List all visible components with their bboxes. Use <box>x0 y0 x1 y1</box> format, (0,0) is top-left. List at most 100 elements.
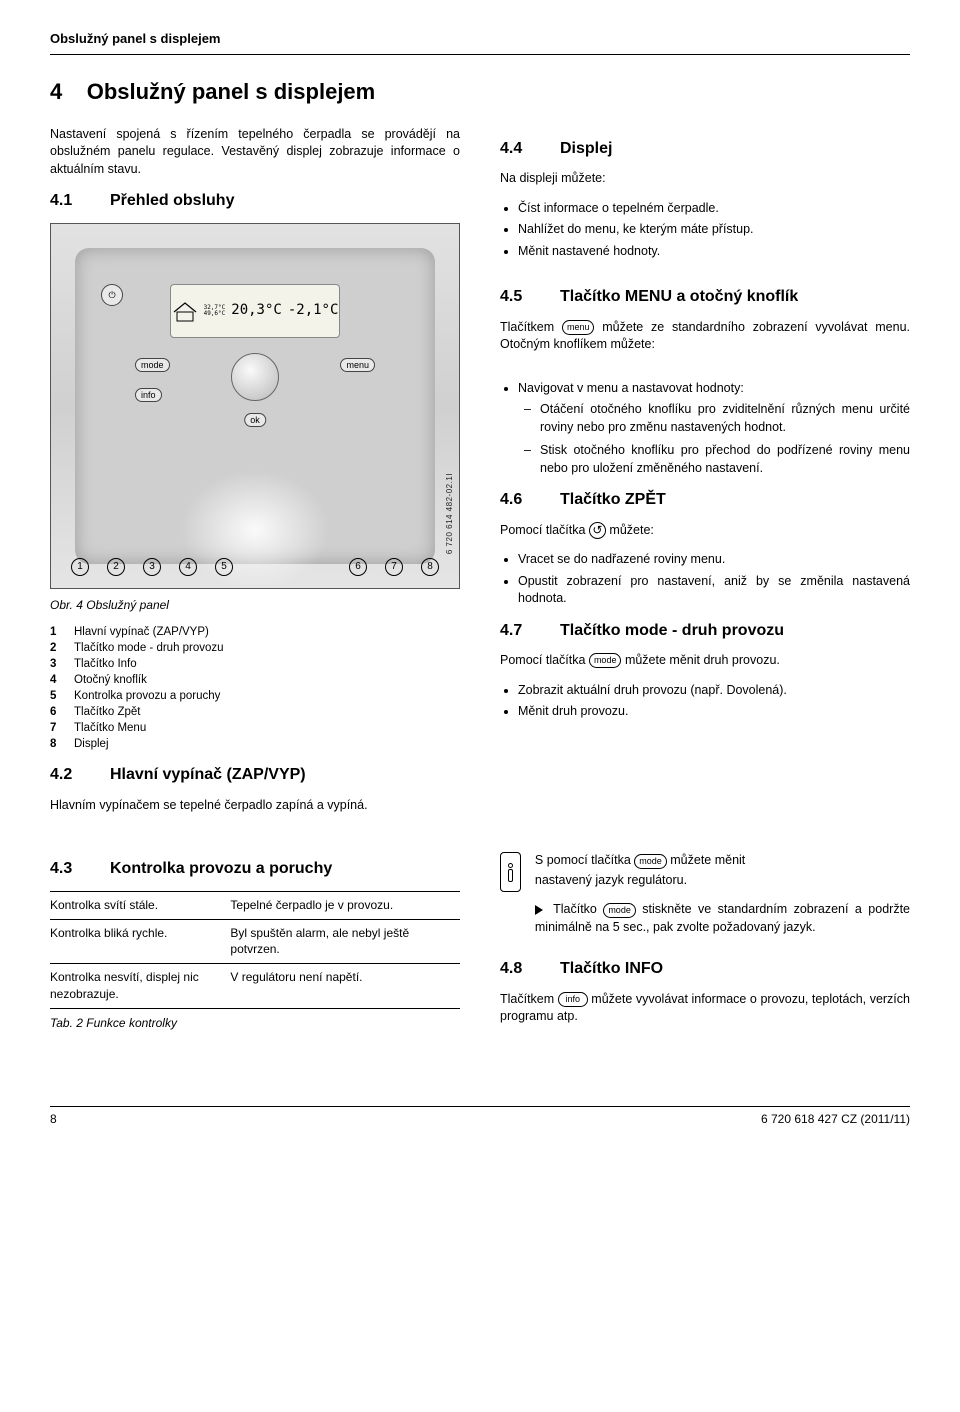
power-button[interactable]: ⏻ <box>101 284 123 306</box>
mini-temps: 32,7°C 49,6°C <box>204 305 226 317</box>
table-row: Kontrolka svítí stále. Tepelné čerpadlo … <box>50 891 460 919</box>
info-btn-icon: info <box>558 992 588 1007</box>
panel-body: 32,7°C 49,6°C 20,3°C -2,1°C mode info me… <box>75 248 435 564</box>
legend-t: Tlačítko Zpět <box>74 704 140 720</box>
chapter-num: 4 <box>50 79 62 104</box>
panel-display: 32,7°C 49,6°C 20,3°C -2,1°C <box>170 284 340 338</box>
cell: Byl spuštěn alarm, ale nebyl ještě potvr… <box>230 919 460 964</box>
mode-btn-icon: mode <box>589 653 622 668</box>
chapter-title: 4 Obslužný panel s displejem <box>50 77 910 108</box>
ok-button[interactable]: ok <box>244 413 266 427</box>
figure-caption: Obr. 4 Obslužný panel <box>50 597 460 614</box>
section-4-7-head: 4.7 Tlačítko mode - druh provozu <box>500 620 910 642</box>
text: Tlačítko <box>553 902 603 916</box>
legend-t: Displej <box>74 736 109 752</box>
cell: Kontrolka svítí stále. <box>50 891 230 919</box>
list-item: Otáčení otočného knoflíku pro zviditelně… <box>540 401 910 436</box>
section-4-5-head: 4.5 Tlačítko MENU a otočný knoflík <box>500 286 910 308</box>
list-item: Opustit zobrazení pro nastavení, aniž by… <box>518 573 910 608</box>
info-button[interactable]: info <box>135 388 162 402</box>
table-row: Kontrolka bliká rychle. Byl spuštěn alar… <box>50 919 460 964</box>
callout-3: 3 <box>143 558 161 576</box>
sec-title: Displej <box>560 138 612 160</box>
s4-8-lead: Tlačítkem info můžete vyvolávat informac… <box>500 991 910 1026</box>
sub-list: Otáčení otočného knoflíku pro zviditelně… <box>518 401 910 477</box>
section-4-3-head: 4.3 Kontrolka provozu a poruchy <box>50 858 460 880</box>
callout-7: 7 <box>385 558 403 576</box>
sec-title: Tlačítko MENU a otočný knoflík <box>560 286 798 308</box>
callout-4: 4 <box>179 558 197 576</box>
sec-num: 4.7 <box>500 620 538 642</box>
legend-n: 4 <box>50 672 62 688</box>
table-row: Kontrolka nesvítí, displej nic nezobrazu… <box>50 964 460 1009</box>
sec-title: Tlačítko INFO <box>560 958 663 980</box>
list-item: Měnit nastavené hodnoty. <box>518 243 910 261</box>
triangle-icon <box>535 905 543 915</box>
text: nastavený jazyk regulátoru. <box>535 872 910 890</box>
sec-title: Přehled obsluhy <box>110 190 234 212</box>
figure-ref: 6 720 614 482-02.1I <box>444 473 455 554</box>
menu-button[interactable]: menu <box>340 358 375 372</box>
legend: 1Hlavní vypínač (ZAP/VYP) 2Tlačítko mode… <box>50 624 460 753</box>
callout-1: 1 <box>71 558 89 576</box>
legend-t: Tlačítko Menu <box>74 720 146 736</box>
sec-num: 4.6 <box>500 489 538 511</box>
text: Tlačítkem <box>500 992 558 1006</box>
section-4-6-head: 4.6 Tlačítko ZPĚT <box>500 489 910 511</box>
s4-4-lead: Na displeji můžete: <box>500 170 910 188</box>
info-text: S pomocí tlačítka mode můžete měnit nast… <box>535 852 910 936</box>
section-4-1-head: 4.1 Přehled obsluhy <box>50 190 460 212</box>
legend-n: 5 <box>50 688 62 704</box>
text: Navigovat v menu a nastavovat hodnoty: <box>518 381 744 395</box>
legend-t: Otočný knoflík <box>74 672 147 688</box>
mini-bot: 49,6°C <box>204 311 226 317</box>
text: Pomocí tlačítka <box>500 653 589 667</box>
sec-num: 4.3 <box>50 858 88 880</box>
mode-button[interactable]: mode <box>135 358 170 372</box>
legend-t: Tlačítko Info <box>74 656 137 672</box>
text: Tlačítkem <box>500 320 562 334</box>
s4-6-lead: Pomocí tlačítka ↺ můžete: <box>500 522 910 540</box>
cell: Kontrolka nesvítí, displej nic nezobrazu… <box>50 964 230 1009</box>
s4-7-lead: Pomocí tlačítka mode můžete měnit druh p… <box>500 652 910 670</box>
back-btn-icon: ↺ <box>589 522 606 539</box>
page-footer: 8 6 720 618 427 CZ (2011/11) <box>50 1106 910 1128</box>
callout-2: 2 <box>107 558 125 576</box>
chapter-text: Obslužný panel s displejem <box>87 79 376 104</box>
info-box: S pomocí tlačítka mode můžete měnit nast… <box>500 852 910 936</box>
legend-n: 6 <box>50 704 62 720</box>
info-icon <box>500 852 521 892</box>
intro-para: Nastavení spojená s řízením tepelného če… <box>50 126 460 179</box>
list-item: Navigovat v menu a nastavovat hodnoty: O… <box>518 380 910 478</box>
s4-5-list: Navigovat v menu a nastavovat hodnoty: O… <box>500 380 910 478</box>
sec-num: 4.8 <box>500 958 538 980</box>
list-item: Měnit druh provozu. <box>518 703 910 721</box>
rotary-knob[interactable] <box>231 353 279 401</box>
text: můžete: <box>609 523 653 537</box>
table-caption: Tab. 2 Funkce kontrolky <box>50 1015 460 1032</box>
list-item: Stisk otočného knoflíku pro přechod do p… <box>540 442 910 477</box>
disp-left: 20,3°C <box>231 301 282 321</box>
s4-4-list: Číst informace o tepelném čerpadle. Nahl… <box>500 200 910 261</box>
sec-num: 4.5 <box>500 286 538 308</box>
page-number: 8 <box>50 1111 57 1128</box>
house-icon <box>172 300 198 322</box>
text: můžete měnit <box>670 853 745 867</box>
section-4-8-head: 4.8 Tlačítko INFO <box>500 958 910 980</box>
legend-t: Hlavní vypínač (ZAP/VYP) <box>74 624 209 640</box>
text: S pomocí tlačítka <box>535 853 634 867</box>
running-header: Obslužný panel s displejem <box>50 30 910 55</box>
sec-num: 4.2 <box>50 764 88 786</box>
callout-5: 5 <box>215 558 233 576</box>
sec-title: Tlačítko ZPĚT <box>560 489 666 511</box>
cell: Tepelné čerpadlo je v provozu. <box>230 891 460 919</box>
mode-btn-icon: mode <box>634 854 667 869</box>
list-item: Zobrazit aktuální druh provozu (např. Do… <box>518 682 910 700</box>
legend-n: 1 <box>50 624 62 640</box>
sec-num: 4.4 <box>500 138 538 160</box>
s4-2-text: Hlavním vypínačem se tepelné čerpadlo za… <box>50 797 460 815</box>
table-2: Kontrolka svítí stále. Tepelné čerpadlo … <box>50 891 460 1009</box>
section-4-2-head: 4.2 Hlavní vypínač (ZAP/VYP) <box>50 764 460 786</box>
mode-btn-icon: mode <box>603 903 636 918</box>
menu-btn-icon: menu <box>562 320 595 335</box>
